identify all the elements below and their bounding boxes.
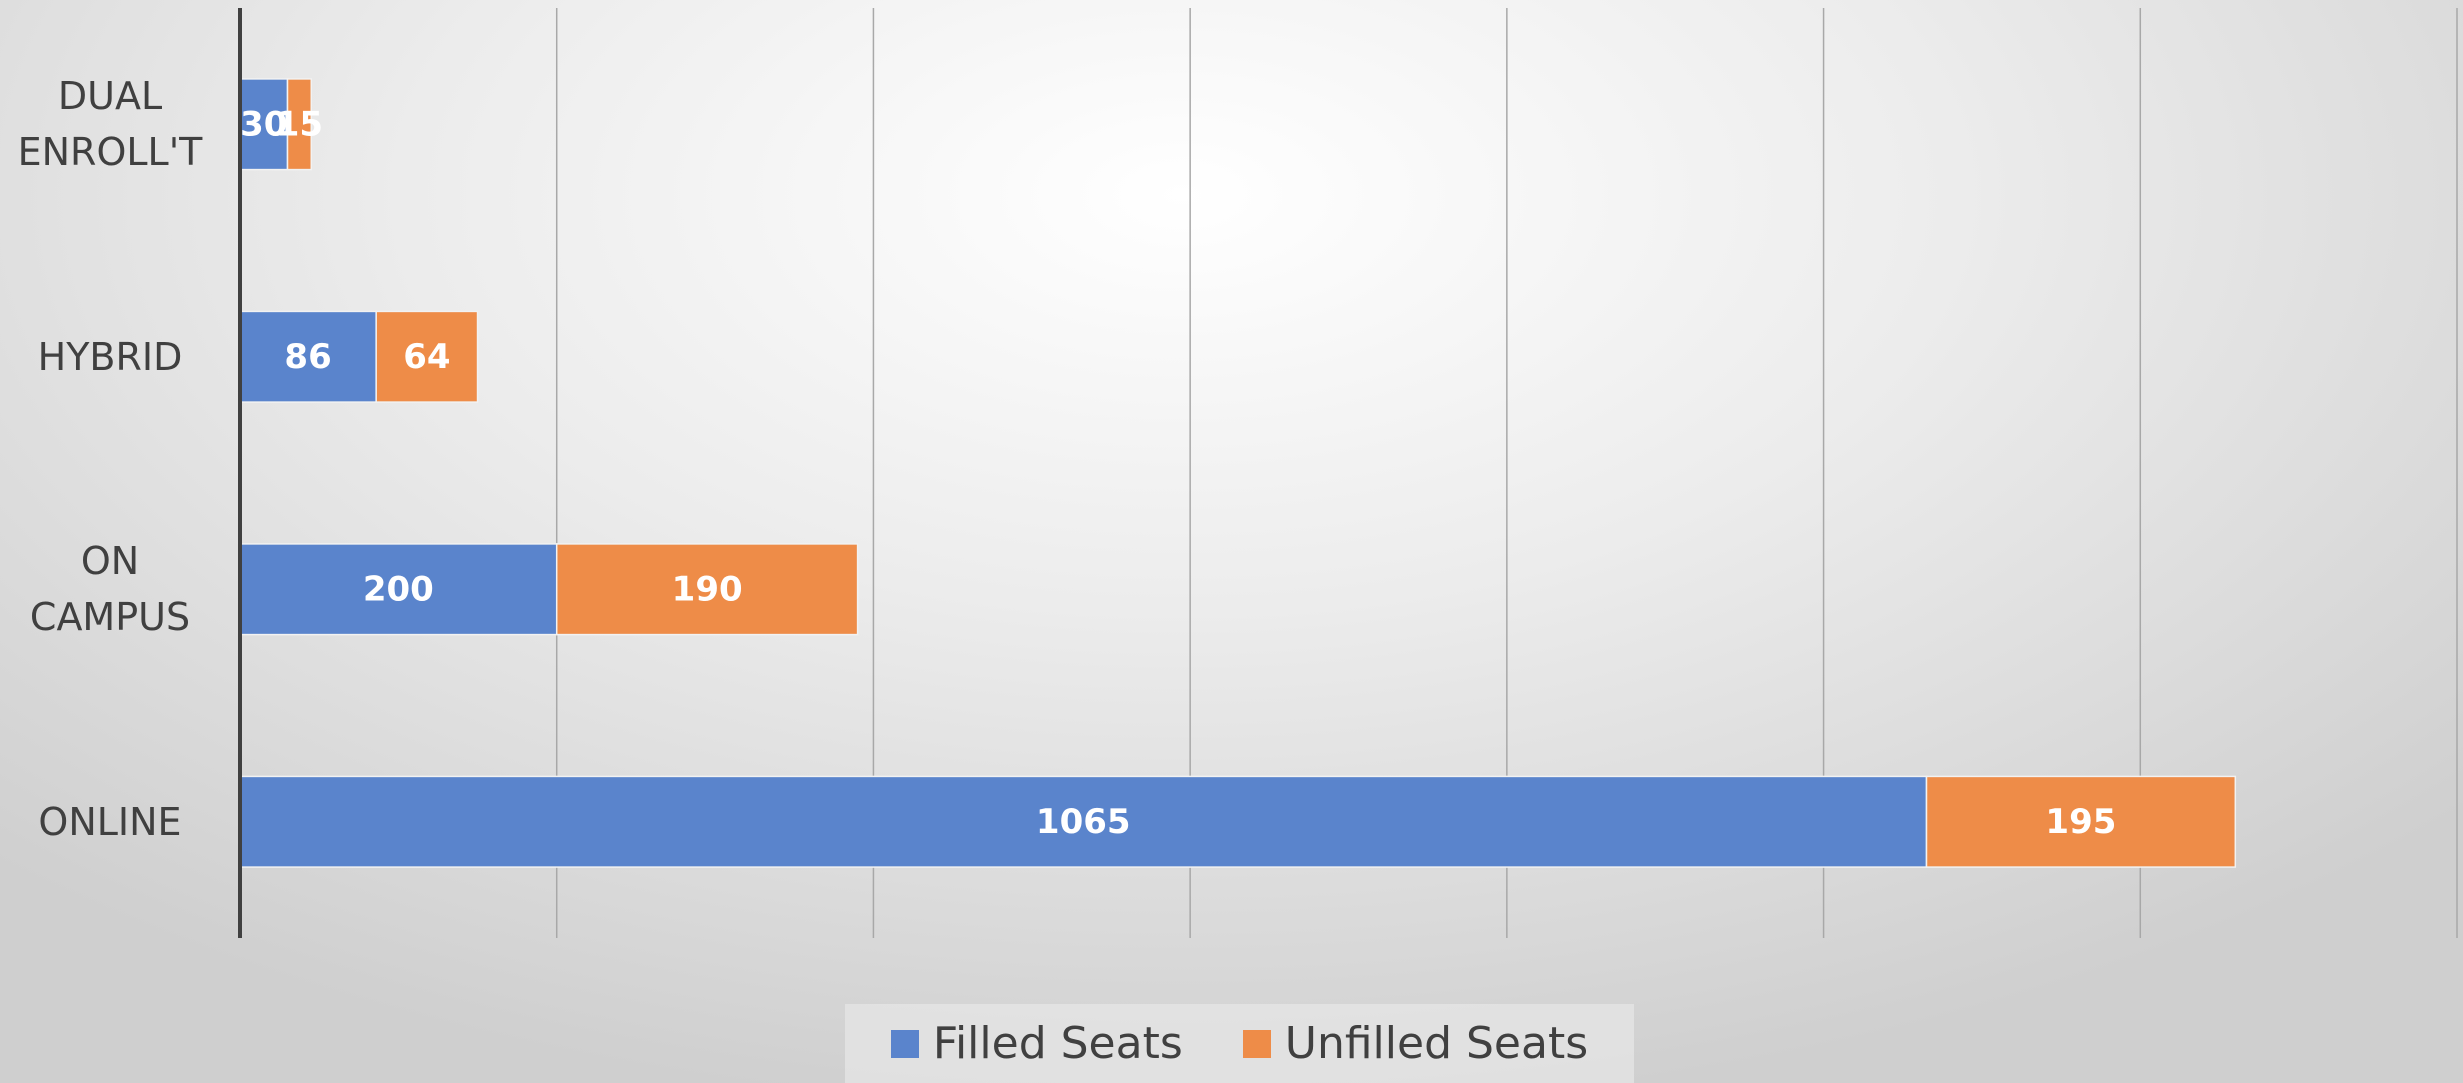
legend-label: Unfilled Seats <box>1284 1018 1589 1069</box>
legend-swatch <box>1242 1029 1271 1058</box>
y-tick-label: ONLINE <box>38 799 182 844</box>
bar-value-label: 64 <box>403 337 450 377</box>
legend-label: Filled Seats <box>932 1018 1183 1069</box>
bar <box>1925 775 2237 868</box>
y-tick-label: ON CAMPUS <box>29 539 191 640</box>
bar <box>286 78 313 171</box>
legend-item: Filled Seats <box>890 1018 1183 1069</box>
y-tick-label: HYBRID <box>37 334 183 379</box>
legend-swatch <box>890 1029 919 1058</box>
legend: Filled Seats Unfilled Seats <box>845 1004 1634 1083</box>
bar-value-label: 30 <box>240 104 287 144</box>
legend-item: Unfilled Seats <box>1242 1018 1589 1069</box>
bar-value-label: 86 <box>284 337 331 377</box>
bar-value-label: 190 <box>672 569 743 609</box>
y-tick-label: DUAL ENROLL'T <box>17 74 203 175</box>
bar-value-label: 195 <box>2045 802 2116 842</box>
bar <box>555 543 859 636</box>
bar-value-label: 15 <box>276 104 323 144</box>
bar-value-label: 1065 <box>1036 802 1131 842</box>
bar-value-label: 200 <box>363 569 434 609</box>
bar <box>375 310 479 403</box>
